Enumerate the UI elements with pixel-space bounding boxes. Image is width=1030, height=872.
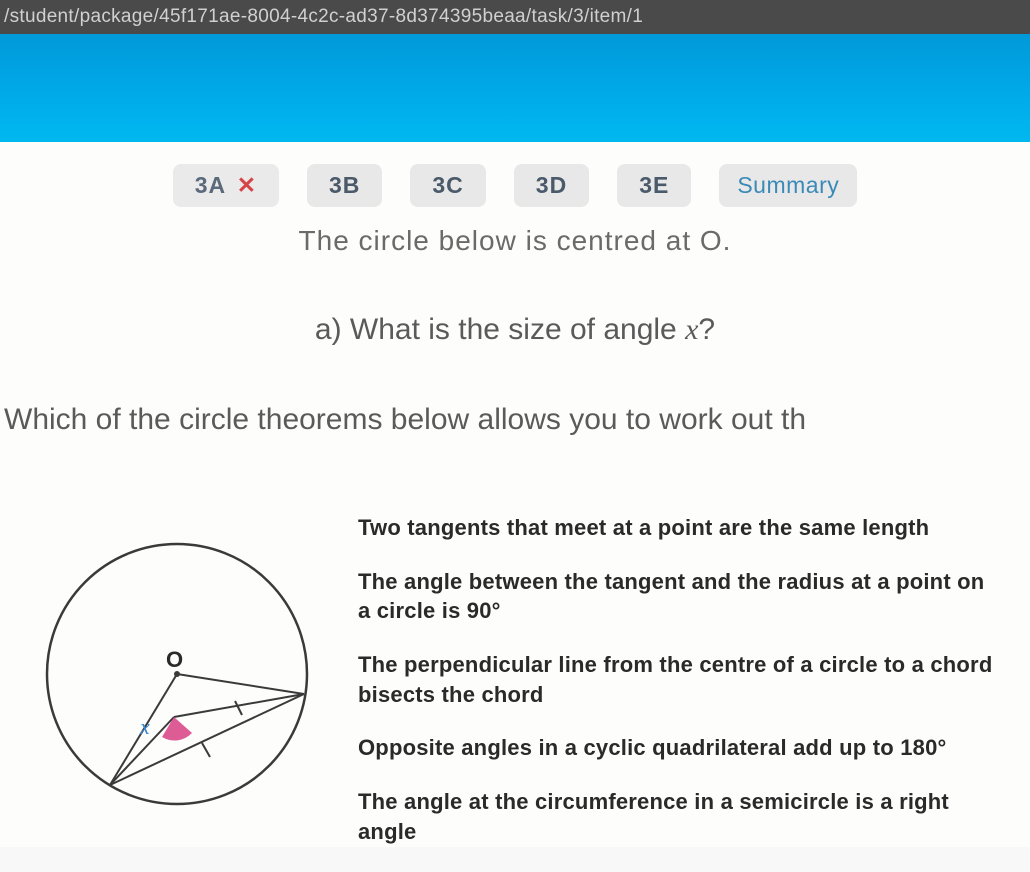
tab-3a[interactable]: 3A ✕ (173, 164, 279, 207)
inner-line-2 (174, 694, 304, 717)
tick-1 (235, 701, 242, 715)
url-text: /student/package/45f171ae-8004-4c2c-ad37… (4, 6, 643, 27)
url-bar: /student/package/45f171ae-8004-4c2c-ad37… (0, 0, 1030, 34)
x-label: x (139, 714, 150, 739)
tab-label: 3D (536, 172, 567, 198)
theorem-option[interactable]: Two tangents that meet at a point are th… (358, 513, 998, 543)
tab-3c[interactable]: 3C (410, 164, 485, 207)
wrong-icon: ✕ (237, 172, 257, 198)
tab-row: 3A ✕ 3B 3C 3D 3E Summary (0, 164, 1030, 207)
question-b: Which of the circle theorems below allow… (0, 403, 1030, 437)
question-a-suffix: ? (698, 313, 715, 346)
tab-3e[interactable]: 3E (617, 164, 691, 207)
tab-3d[interactable]: 3D (514, 164, 589, 207)
center-label: O (166, 647, 183, 672)
header-banner (0, 34, 1030, 142)
theorem-list: Two tangents that meet at a point are th… (358, 509, 998, 847)
theorem-option[interactable]: The angle between the tangent and the ra… (358, 567, 998, 626)
tab-label: 3A (195, 172, 226, 198)
tab-3b[interactable]: 3B (307, 164, 382, 207)
radius-right (177, 674, 304, 694)
tab-label: 3B (329, 172, 360, 198)
tick-2 (202, 743, 210, 757)
content-area: 3A ✕ 3B 3C 3D 3E Summary The circle belo… (0, 142, 1030, 847)
theorem-option[interactable]: The angle at the circumference in a semi… (358, 787, 998, 846)
lower-section: O x Two tangents that meet at a point ar… (0, 509, 1030, 847)
tab-label: 3E (639, 172, 669, 198)
tab-summary[interactable]: Summary (719, 164, 857, 207)
theorem-option[interactable]: Opposite angles in a cyclic quadrilatera… (358, 733, 998, 763)
intro-text: The circle below is centred at O. (0, 225, 1030, 257)
chord (110, 694, 304, 785)
tab-label: 3C (432, 172, 463, 198)
circle-diagram: O x (32, 529, 322, 819)
angle-marker (162, 717, 192, 741)
question-a: a) What is the size of angle x? (0, 313, 1030, 347)
tab-label: Summary (737, 172, 839, 198)
question-a-prefix: a) What is the size of angle (315, 313, 685, 346)
question-a-var: x (685, 313, 698, 346)
theorem-option[interactable]: The perpendicular line from the centre o… (358, 650, 998, 709)
